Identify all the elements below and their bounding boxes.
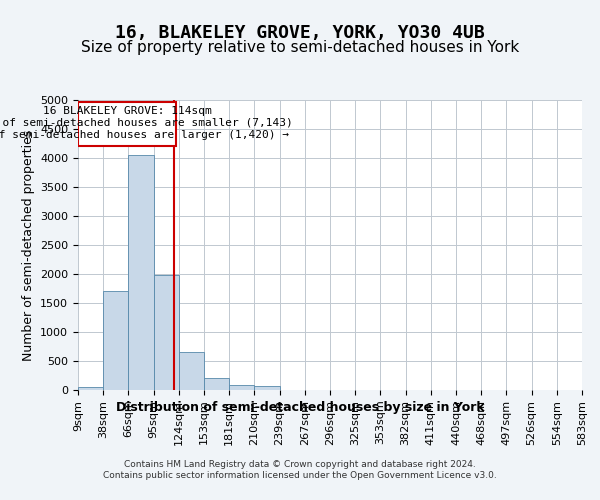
Text: ← 83% of semi-detached houses are smaller (7,143): ← 83% of semi-detached houses are smalle… <box>0 118 293 128</box>
Y-axis label: Number of semi-detached properties: Number of semi-detached properties <box>22 130 35 360</box>
FancyBboxPatch shape <box>78 102 176 146</box>
Text: 16, BLAKELEY GROVE, YORK, YO30 4UB: 16, BLAKELEY GROVE, YORK, YO30 4UB <box>115 24 485 42</box>
Bar <box>179 352 204 390</box>
Bar <box>204 378 229 390</box>
Text: Contains HM Land Registry data © Crown copyright and database right 2024.
Contai: Contains HM Land Registry data © Crown c… <box>103 460 497 479</box>
Text: 16 BLAKELEY GROVE: 114sqm: 16 BLAKELEY GROVE: 114sqm <box>43 106 212 116</box>
Text: Size of property relative to semi-detached houses in York: Size of property relative to semi-detach… <box>81 40 519 55</box>
Bar <box>103 292 128 390</box>
Bar <box>78 387 103 390</box>
Bar <box>154 275 179 390</box>
Bar <box>254 386 280 390</box>
Bar <box>229 385 254 390</box>
Text: 16% of semi-detached houses are larger (1,420) →: 16% of semi-detached houses are larger (… <box>0 130 289 140</box>
Bar <box>128 155 154 390</box>
Text: Distribution of semi-detached houses by size in York: Distribution of semi-detached houses by … <box>116 401 484 414</box>
